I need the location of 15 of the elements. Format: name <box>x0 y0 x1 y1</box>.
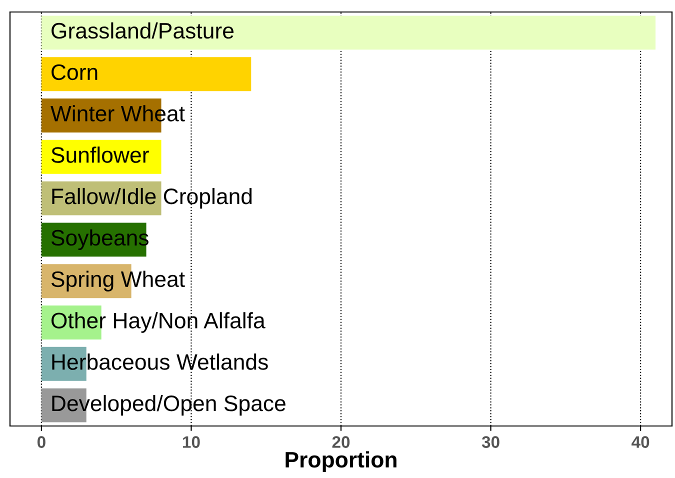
y-tick-label: Grassland/Pasture <box>52 22 234 39</box>
x-axis-title: Proportion <box>286 451 396 472</box>
y-tick-label: Sunflower <box>51 146 149 163</box>
x-tick-label: 20 <box>332 436 350 448</box>
bar <box>41 57 252 92</box>
y-tick-label: Herbaceous Wetlands <box>52 354 268 370</box>
bar <box>41 16 656 50</box>
y-tick-label: Fallow/Idle Cropland <box>52 188 252 209</box>
y-tick-label: Corn <box>52 64 98 80</box>
y-tick-label: Other Hay/Non Alfalfa <box>51 312 266 333</box>
x-tick-label: 10 <box>183 436 200 448</box>
x-tick-label: 0 <box>37 436 46 448</box>
x-tick-label: 40 <box>632 436 650 448</box>
x-tick-label: 30 <box>482 436 500 448</box>
y-tick-label: Developed/Open Space <box>52 394 286 416</box>
